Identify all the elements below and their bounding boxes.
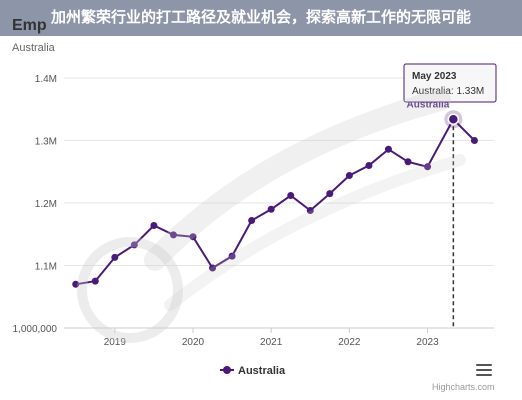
data-point[interactable]: [365, 162, 373, 169]
data-point[interactable]: [345, 172, 353, 179]
data-point[interactable]: [306, 207, 314, 214]
y-tick-label: 1.4M: [35, 74, 57, 85]
data-point[interactable]: [150, 222, 158, 229]
data-point[interactable]: [404, 158, 412, 166]
data-point[interactable]: [91, 277, 99, 285]
tooltip-title: May 2023: [412, 71, 457, 82]
tooltip: May 2023 Australia: 1.33M: [403, 63, 497, 103]
highlight-point[interactable]: [447, 113, 460, 125]
y-tick-label: 1.1M: [35, 262, 57, 273]
hamburger-menu-icon[interactable]: [476, 364, 492, 377]
data-point[interactable]: [267, 205, 275, 213]
tooltip-value: Australia: 1.33M: [412, 86, 484, 97]
data-point[interactable]: [169, 231, 177, 239]
banner-title: 加州繁荣行业的打工路径及就业机会，探索高新工作的无限可能: [0, 0, 522, 36]
series-line-australia: [75, 117, 476, 286]
data-point[interactable]: [72, 280, 80, 288]
x-tick-label: 2021: [260, 337, 283, 348]
data-point[interactable]: [470, 137, 478, 144]
legend-label[interactable]: Australia: [238, 365, 286, 377]
data-point[interactable]: [424, 163, 432, 171]
credits-link[interactable]: Highcharts.com: [432, 382, 495, 392]
highlight-point-label: Australia: [407, 99, 450, 110]
data-point[interactable]: [228, 252, 236, 260]
data-point[interactable]: [111, 253, 119, 261]
x-tick-label: 2023: [416, 337, 439, 348]
data-point[interactable]: [209, 264, 217, 272]
data-point[interactable]: [384, 145, 392, 153]
data-point[interactable]: [248, 217, 256, 224]
y-tick-label: 1.2M: [35, 199, 57, 210]
data-point[interactable]: [130, 241, 138, 249]
data-point[interactable]: [287, 192, 295, 199]
x-tick-label: 2020: [182, 337, 205, 348]
x-tick-label: 2019: [104, 337, 127, 348]
chart-title: Emp: [12, 17, 47, 34]
data-point[interactable]: [189, 233, 197, 241]
x-tick-label: 2022: [338, 337, 361, 348]
legend[interactable]: Australia: [220, 365, 286, 377]
y-tick-label: 1,000,000: [13, 324, 58, 335]
data-point[interactable]: [326, 190, 334, 198]
chart-subtitle: Australia: [12, 42, 56, 54]
y-tick-label: 1.3M: [35, 137, 57, 148]
tooltip-box: [403, 63, 497, 103]
legend-marker: [223, 366, 231, 374]
